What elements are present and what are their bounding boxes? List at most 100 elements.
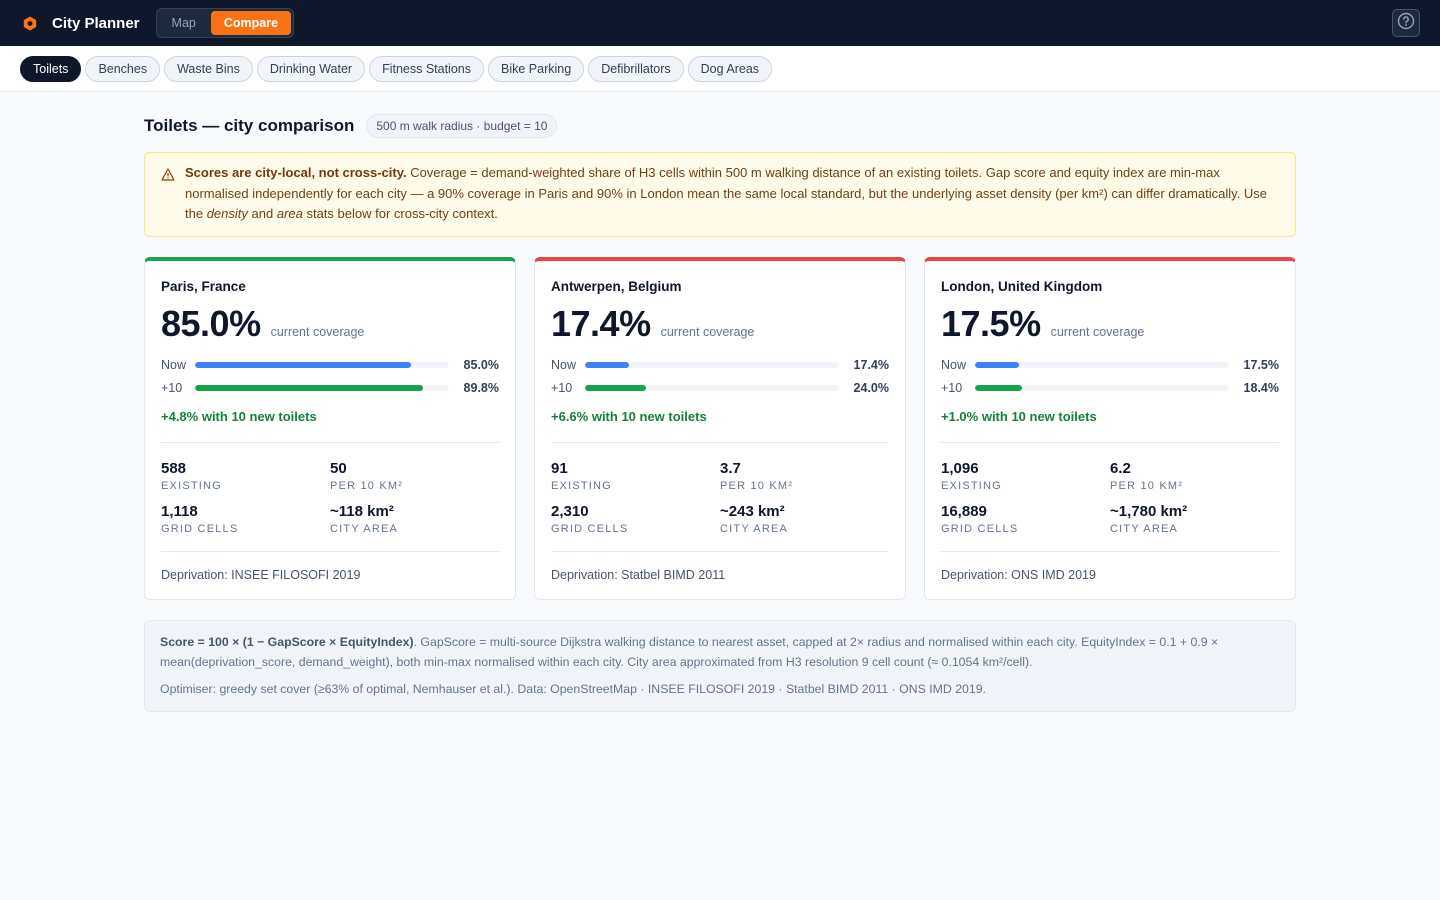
notice-banner: Scores are city-local, not cross-city. C… (144, 152, 1296, 237)
gain-text: +6.6% with 10 new toilets (551, 409, 889, 443)
plus10-bar-fill (975, 385, 1022, 391)
heading-row: Toilets — city comparison 500 m walk rad… (144, 114, 1296, 138)
app-title: City Planner (52, 14, 140, 32)
now-label: Now (551, 358, 577, 372)
notice-em-density: density (206, 206, 248, 221)
stat-value: 16,889 (941, 502, 987, 520)
main-content: Toilets — city comparison 500 m walk rad… (144, 92, 1296, 712)
help-button[interactable] (1392, 9, 1420, 37)
stat-label: PER 10 KM² (720, 479, 794, 492)
now-bar-track (195, 362, 449, 368)
now-bar-fill (975, 362, 1020, 368)
notice-part1: Coverage = demand-weighted share of H3 c… (185, 165, 1267, 221)
hexagon-logo-icon (20, 13, 40, 33)
plus10-bar-fill (195, 385, 424, 391)
stat-city-area: ~118 km² CITY AREA (330, 503, 499, 535)
coverage-caption: current coverage (660, 324, 755, 339)
stat-density: 6.2 PER 10 KM² (1110, 460, 1279, 492)
footnote-formula: Score = 100 × (1 − GapScore × EquityInde… (160, 634, 414, 649)
coverage-value: 17.5% (941, 302, 1041, 344)
stat-label: EXISTING (941, 479, 1002, 492)
mode-map-button[interactable]: Map (171, 16, 196, 30)
chip-bike-parking[interactable]: Bike Parking (488, 55, 585, 82)
coverage-value: 85.0% (161, 302, 261, 344)
now-bar-track (975, 362, 1229, 368)
city-card-antwerpen: Antwerpen, Belgium 17.4% current coverag… (534, 256, 906, 600)
chip-benches[interactable]: Benches (85, 55, 161, 82)
stat-density: 3.7 PER 10 KM² (720, 460, 889, 492)
stat-label: GRID CELLS (941, 522, 1019, 535)
chip-waste-bins[interactable]: Waste Bins (164, 55, 253, 82)
footnote-formula-paragraph: Score = 100 × (1 − GapScore × EquityInde… (160, 632, 1280, 672)
chip-fitness-stations[interactable]: Fitness Stations (369, 55, 484, 82)
city-card-paris: Paris, France 85.0% current coverage Now… (144, 256, 516, 600)
mode-compare-button[interactable]: Compare (210, 11, 292, 35)
city-cards: Paris, France 85.0% current coverage Now… (144, 256, 1296, 600)
stat-label: PER 10 KM² (330, 479, 404, 492)
stat-city-area: ~1,780 km² CITY AREA (1110, 503, 1279, 535)
plus10-bar-row: +10 18.4% (941, 377, 1279, 400)
gain-text: +4.8% with 10 new toilets (161, 409, 499, 443)
now-bar-track (585, 362, 839, 368)
now-bar-fill (195, 362, 411, 368)
plus10-label: +10 (161, 381, 183, 395)
notice-text: Scores are city-local, not cross-city. C… (185, 163, 1279, 225)
city-name: Paris, France (161, 278, 246, 294)
now-value: 85.0% (463, 358, 499, 372)
gain-text: +1.0% with 10 new toilets (941, 409, 1279, 443)
now-bar-row: Now 17.5% (941, 354, 1279, 377)
footnote-text-1: . GapScore = multi-source Dijkstra walki… (160, 634, 1219, 669)
notice-lead: Scores are city-local, not cross-city. (185, 165, 407, 180)
stat-existing: 588 EXISTING (161, 460, 330, 492)
stat-grid-cells: 1,118 GRID CELLS (161, 503, 330, 535)
stat-value: 1,096 (941, 459, 979, 477)
chip-defibrillators[interactable]: Defibrillators (588, 55, 684, 82)
stat-value: 3.7 (720, 459, 741, 477)
stat-density: 50 PER 10 KM² (330, 460, 499, 492)
stat-value: 6.2 (1110, 459, 1131, 477)
now-label: Now (941, 358, 967, 372)
stat-value: 91 (551, 459, 568, 477)
plus10-value: 18.4% (1243, 381, 1279, 395)
coverage-caption: current coverage (270, 324, 365, 339)
plus10-value: 24.0% (853, 381, 889, 395)
coverage-row: 17.4% current coverage (551, 303, 889, 344)
warning-icon (161, 167, 175, 225)
stat-city-area: ~243 km² CITY AREA (720, 503, 889, 535)
notice-part3: stats below for cross-city context. (302, 206, 498, 221)
footnote-text-2: Optimiser: greedy set cover (≥63% of opt… (160, 681, 986, 696)
city-name: Antwerpen, Belgium (551, 278, 682, 294)
stat-label: CITY AREA (330, 522, 399, 535)
stat-label: CITY AREA (1110, 522, 1179, 535)
app-logo: City Planner (20, 13, 140, 33)
top-bar: City Planner Map Compare (0, 0, 1440, 46)
stat-value: 2,310 (551, 502, 589, 520)
stat-existing: 91 EXISTING (551, 460, 720, 492)
stat-grid-cells: 16,889 GRID CELLS (941, 503, 1110, 535)
stat-value: 1,118 (161, 502, 198, 520)
stats-grid: 588 EXISTING 50 PER 10 KM² 1,118 GRID CELLS… (161, 443, 499, 552)
city-name: London, United Kingdom (941, 278, 1103, 294)
now-value: 17.5% (1243, 358, 1279, 372)
plus10-bar-row: +10 89.8% (161, 377, 499, 400)
stat-label: GRID CELLS (551, 522, 629, 535)
plus10-label: +10 (551, 381, 573, 395)
plus10-label: +10 (941, 381, 963, 395)
stat-label: EXISTING (551, 479, 612, 492)
stat-label: EXISTING (161, 479, 222, 492)
coverage-row: 85.0% current coverage (161, 302, 499, 344)
question-circle-icon (1397, 12, 1415, 35)
chip-dog-areas[interactable]: Dog Areas (687, 55, 773, 82)
chip-drinking-water[interactable]: Drinking Water (256, 55, 366, 82)
plus10-bar-track (195, 385, 449, 391)
stat-existing: 1,096 EXISTING (941, 460, 1110, 492)
stat-grid-cells: 2,310 GRID CELLS (551, 503, 720, 535)
plus10-value: 89.8% (463, 381, 499, 395)
chip-toilets[interactable]: Toilets (20, 55, 82, 82)
mode-switch: Map Compare (155, 8, 295, 38)
plus10-bar-row: +10 24.0% (551, 377, 889, 400)
plus10-bar-fill (585, 385, 646, 391)
now-value: 17.4% (853, 358, 889, 372)
stat-label: PER 10 KM² (1110, 479, 1184, 492)
page-title: Toilets — city comparison (144, 116, 355, 135)
